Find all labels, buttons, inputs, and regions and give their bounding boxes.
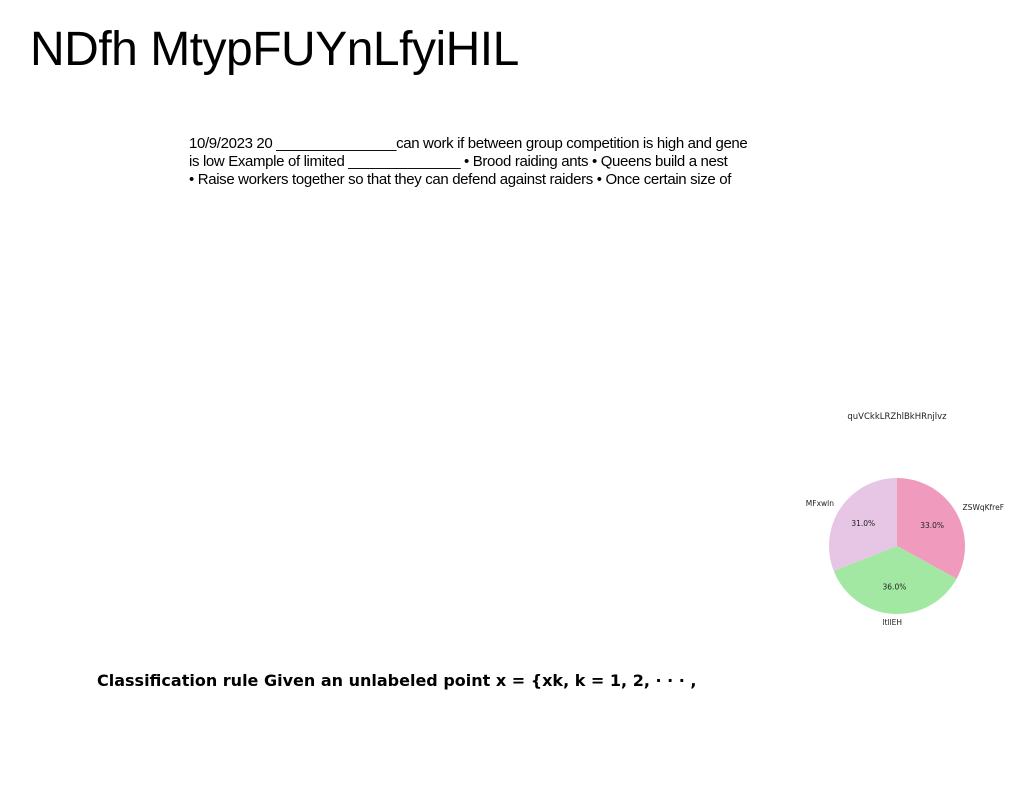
- pie-labels: 33.0% ZSWqKfreF 36.0% ltllEH 31.0% MFxwln: [806, 499, 1004, 627]
- pie-slice-name-label: MFxwln: [806, 499, 834, 508]
- pie-slice-name-label: ZSWqKfreF: [963, 503, 1004, 512]
- pie-slices: [829, 478, 965, 614]
- classification-rule-text: Classification rule Given an unlabeled p…: [97, 671, 697, 690]
- pie-chart-svg: quVCkkLRZhlBkHRnjlvz 33.0% ZSWqKfreF 36.0%…: [806, 412, 1004, 627]
- pie-slice-percent-label: 36.0%: [883, 583, 907, 592]
- pie-slice-percent-label: 31.0%: [851, 519, 875, 528]
- body-paragraph: 10/9/2023 20 _______________can work if …: [189, 135, 829, 189]
- paragraph-line: 10/9/2023 20 _______________can work if …: [189, 135, 748, 152]
- pie-chart: quVCkkLRZhlBkHRnjlvz 33.0% ZSWqKfreF 36.0%…: [800, 400, 1020, 680]
- chart-title: quVCkkLRZhlBkHRnjlvz: [847, 412, 947, 422]
- pie-slice-percent-label: 33.0%: [920, 521, 944, 530]
- paragraph-line: • Raise workers together so that they ca…: [189, 171, 732, 188]
- page-title: NDfh MtypFUYnLfyiHIL: [30, 23, 519, 76]
- pie-slice-name-label: ltllEH: [882, 618, 902, 627]
- pie-slice: [829, 478, 897, 572]
- pie-slice: [833, 546, 957, 614]
- pie-slice: [897, 478, 965, 579]
- paragraph-line: is low Example of limited ______________…: [189, 153, 728, 170]
